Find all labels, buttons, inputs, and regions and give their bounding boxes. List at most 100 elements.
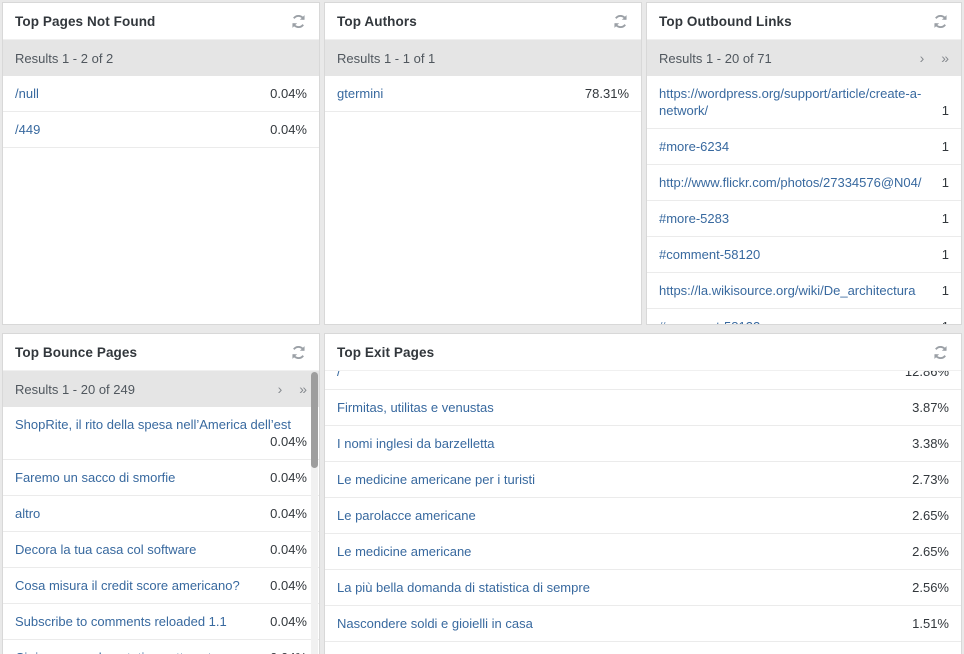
item-link[interactable]: Che buone le uova nel brodo	[337, 652, 504, 654]
panel-title: Top Authors	[337, 13, 417, 29]
item-link[interactable]: Le parolacce americane	[337, 508, 476, 523]
item-link[interactable]: #more-6234	[659, 139, 730, 154]
panel-title: Top Exit Pages	[337, 344, 435, 360]
item-link[interactable]: Subscribe to comments reloaded 1.1	[15, 614, 227, 629]
next-page-icon[interactable]: ›	[919, 50, 925, 66]
item-link[interactable]: I nomi inglesi da barzelletta	[337, 436, 495, 451]
item-value: 0.04%	[270, 86, 307, 101]
item-value: 1.51%	[912, 616, 949, 631]
last-page-icon[interactable]: »	[941, 50, 949, 66]
item-value: 2.56%	[912, 580, 949, 595]
refresh-icon[interactable]	[932, 13, 949, 30]
list-item: /449 0.04%	[3, 112, 319, 148]
list-item: Ci riprova con le patatine sotto vetro 0.…	[3, 640, 319, 654]
item-value: 0.04%	[270, 434, 307, 449]
list-item: Faremo un sacco di smorfie 0.04%	[3, 460, 319, 496]
item-value: 3.87%	[912, 400, 949, 415]
item-value: 0.04%	[270, 506, 307, 521]
scrollbar-thumb[interactable]	[311, 372, 318, 468]
item-value: 2.65%	[912, 544, 949, 559]
item-link[interactable]: gtermini	[337, 86, 384, 101]
panel-title: Top Outbound Links	[659, 13, 792, 29]
item-link[interactable]: Nascondere soldi e gioielli in casa	[337, 616, 533, 631]
list-item: altro 0.04%	[3, 496, 319, 532]
item-link[interactable]: Ci riprova con le patatine sotto vetro	[15, 650, 223, 654]
scrollbar-track[interactable]	[311, 372, 318, 654]
item-link[interactable]: https://wordpress.org/support/article/cr…	[659, 86, 922, 118]
item-value: 1	[942, 318, 949, 324]
item-value: 3.38%	[912, 436, 949, 451]
item-link[interactable]: #more-5283	[659, 211, 730, 226]
last-page-icon[interactable]: »	[299, 381, 307, 397]
panel-header: Top Bounce Pages	[3, 334, 319, 371]
item-link[interactable]: Faremo un sacco di smorfie	[15, 470, 176, 485]
item-link[interactable]: Cosa misura il credit score americano?	[15, 578, 240, 593]
results-count: Results 1 - 20 of 71	[659, 50, 772, 66]
list-item: Firmitas, utilitas e venustas 3.87%	[325, 390, 961, 426]
list-item: I nomi inglesi da barzelletta 3.38%	[325, 426, 961, 462]
list-item: Le parolacce americane 2.65%	[325, 498, 961, 534]
refresh-icon[interactable]	[290, 344, 307, 361]
item-value: 2.73%	[912, 472, 949, 487]
results-bar: Results 1 - 20 of 71 › »	[647, 40, 961, 76]
list-item: Subscribe to comments reloaded 1.1 0.04%	[3, 604, 319, 640]
refresh-icon[interactable]	[932, 344, 949, 361]
item-value: 2.65%	[912, 508, 949, 523]
panel-header: Top Outbound Links	[647, 3, 961, 40]
item-link[interactable]: https://la.wikisource.org/wiki/De_archit…	[659, 283, 916, 298]
item-link[interactable]: Decora la tua casa col software	[15, 542, 197, 557]
list-item: Cosa misura il credit score americano? 0.…	[3, 568, 319, 604]
item-value: 1.38%	[912, 651, 949, 654]
item-link[interactable]: /449	[15, 122, 41, 137]
item-link[interactable]: /	[337, 364, 341, 379]
item-link[interactable]: /null	[15, 86, 39, 101]
item-link[interactable]: #comment-58122	[659, 319, 760, 324]
results-list: /null 0.04% /449 0.04%	[3, 76, 319, 148]
item-link[interactable]: #comment-58120	[659, 247, 761, 262]
list-item: https://la.wikisource.org/wiki/De_archit…	[647, 273, 961, 309]
panel-title: Top Bounce Pages	[15, 344, 138, 360]
item-value: 0.04%	[270, 649, 307, 654]
item-link[interactable]: La più bella domanda di statistica di se…	[337, 580, 590, 595]
results-bar: Results 1 - 1 of 1	[325, 40, 641, 76]
panel-header: Top Authors	[325, 3, 641, 40]
pagination: › »	[907, 50, 949, 66]
results-count: Results 1 - 2 of 2	[15, 50, 114, 66]
item-value: 0.04%	[270, 470, 307, 485]
item-link[interactable]: Firmitas, utilitas e venustas	[337, 400, 494, 415]
item-value: 1	[941, 283, 949, 298]
pagination: › »	[265, 381, 307, 397]
list-item: Nascondere soldi e gioielli in casa 1.51%	[325, 606, 961, 642]
refresh-icon[interactable]	[290, 13, 307, 30]
item-value: 0.04%	[270, 614, 307, 629]
results-count: Results 1 - 20 of 249	[15, 381, 135, 397]
item-link[interactable]: ShopRite, il rito della spesa nell’Ameri…	[15, 417, 292, 432]
list-item: https://wordpress.org/support/article/cr…	[647, 76, 961, 129]
list-item: Decora la tua casa col software 0.04%	[3, 532, 319, 568]
item-link[interactable]: http://www.flickr.com/photos/27334576@N0…	[659, 175, 922, 190]
results-list: https://wordpress.org/support/article/cr…	[647, 76, 961, 324]
list-item: ShopRite, il rito della spesa nell’Ameri…	[3, 407, 319, 460]
panel-top-exit-pages: Top Exit Pages /12.86% Firmitas, utilitas…	[324, 333, 962, 654]
list-item: gtermini 78.31%	[325, 76, 641, 112]
list-item: Che buone le uova nel brodo 1.38%	[325, 642, 961, 654]
list-item: #comment-58120 1	[647, 237, 961, 273]
item-value: 0.04%	[270, 578, 307, 593]
list-item: Le medicine americane 2.65%	[325, 534, 961, 570]
panel-header: Top Exit Pages	[325, 334, 961, 371]
next-page-icon[interactable]: ›	[277, 381, 283, 397]
results-count: Results 1 - 1 of 1	[337, 50, 436, 66]
refresh-icon[interactable]	[612, 13, 629, 30]
panel-header: Top Pages Not Found	[3, 3, 319, 40]
panel-top-bounce-pages: Top Bounce Pages Results 1 - 20 of 249 ›…	[2, 333, 320, 654]
panel-top-outbound-links: Top Outbound Links Results 1 - 20 of 71 …	[646, 2, 962, 325]
item-value: 1	[941, 247, 949, 262]
item-link[interactable]: Le medicine americane	[337, 544, 472, 559]
item-link[interactable]: altro	[15, 506, 41, 521]
list-item: #comment-58122 1	[647, 309, 961, 324]
item-value: 0.04%	[270, 122, 307, 137]
item-link[interactable]: Le medicine americane per i turisti	[337, 472, 535, 487]
list-item: /null 0.04%	[3, 76, 319, 112]
results-list: ShopRite, il rito della spesa nell’Ameri…	[3, 407, 319, 654]
